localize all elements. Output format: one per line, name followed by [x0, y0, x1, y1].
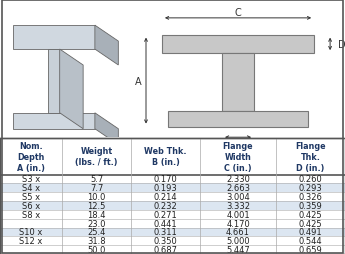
FancyBboxPatch shape: [0, 219, 345, 228]
Text: 0.311: 0.311: [154, 228, 177, 236]
Text: 0.271: 0.271: [154, 210, 177, 219]
Text: 50.0: 50.0: [87, 245, 106, 254]
Text: A: A: [135, 76, 141, 86]
Text: 7.7: 7.7: [90, 184, 103, 193]
Polygon shape: [95, 26, 118, 66]
Text: 23.0: 23.0: [87, 219, 106, 228]
FancyBboxPatch shape: [0, 210, 345, 219]
Text: 0.544: 0.544: [299, 236, 322, 245]
Text: S3 x: S3 x: [22, 175, 40, 184]
Text: 0.441: 0.441: [154, 219, 177, 228]
Text: 12.5: 12.5: [87, 201, 106, 210]
Text: 0.659: 0.659: [299, 245, 322, 254]
Polygon shape: [13, 113, 95, 129]
Text: S4 x: S4 x: [22, 184, 40, 193]
FancyBboxPatch shape: [0, 228, 345, 236]
FancyBboxPatch shape: [0, 175, 345, 184]
Text: Flange
Thk.
D (in.): Flange Thk. D (in.): [295, 141, 326, 172]
Text: 0.359: 0.359: [299, 201, 322, 210]
Text: 5.000: 5.000: [226, 236, 250, 245]
FancyBboxPatch shape: [0, 245, 345, 254]
Text: 4.661: 4.661: [226, 228, 250, 236]
Polygon shape: [222, 54, 254, 112]
Text: S12 x: S12 x: [19, 236, 43, 245]
Text: Flange
Width
C (in.): Flange Width C (in.): [223, 141, 253, 172]
Text: 0.293: 0.293: [299, 184, 322, 193]
FancyBboxPatch shape: [0, 193, 345, 201]
Text: 2.330: 2.330: [226, 175, 250, 184]
Text: 0.170: 0.170: [154, 175, 177, 184]
FancyBboxPatch shape: [0, 201, 345, 210]
Text: 0.232: 0.232: [154, 201, 177, 210]
Polygon shape: [13, 26, 95, 50]
Text: 2.663: 2.663: [226, 184, 250, 193]
Text: S8 x: S8 x: [22, 210, 40, 219]
Text: S5 x: S5 x: [22, 192, 40, 201]
Text: 18.4: 18.4: [87, 210, 106, 219]
Text: 5.447: 5.447: [226, 245, 250, 254]
Polygon shape: [60, 50, 83, 129]
Text: B: B: [235, 140, 242, 150]
Text: 3.332: 3.332: [226, 201, 250, 210]
Text: 0.491: 0.491: [299, 228, 322, 236]
Text: 0.260: 0.260: [299, 175, 322, 184]
Text: Weight
(lbs. / ft.): Weight (lbs. / ft.): [75, 147, 118, 167]
Text: 0.214: 0.214: [154, 192, 177, 201]
Text: 0.687: 0.687: [154, 245, 178, 254]
Text: 4.170: 4.170: [226, 219, 250, 228]
Polygon shape: [168, 112, 308, 127]
Text: 4.001: 4.001: [226, 210, 250, 219]
Text: 10.0: 10.0: [87, 192, 106, 201]
Text: 25.4: 25.4: [87, 228, 106, 236]
FancyBboxPatch shape: [0, 184, 345, 193]
Text: Nom.
Depth
A (in.): Nom. Depth A (in.): [17, 141, 45, 172]
Text: S6 x: S6 x: [22, 201, 40, 210]
Text: 0.350: 0.350: [154, 236, 177, 245]
Text: 5.7: 5.7: [90, 175, 103, 184]
Text: Web Thk.
B (in.): Web Thk. B (in.): [144, 147, 187, 167]
Text: C: C: [235, 8, 242, 18]
Polygon shape: [162, 36, 314, 54]
Text: 0.193: 0.193: [154, 184, 177, 193]
Polygon shape: [48, 50, 60, 113]
FancyBboxPatch shape: [0, 236, 345, 245]
Text: D: D: [338, 40, 345, 50]
Polygon shape: [95, 113, 118, 145]
Text: 31.8: 31.8: [87, 236, 106, 245]
FancyBboxPatch shape: [0, 138, 345, 175]
Text: 3.004: 3.004: [226, 192, 250, 201]
Text: 0.326: 0.326: [298, 192, 323, 201]
Text: S10 x: S10 x: [19, 228, 43, 236]
Text: 0.425: 0.425: [299, 210, 322, 219]
Text: 0.425: 0.425: [299, 219, 322, 228]
